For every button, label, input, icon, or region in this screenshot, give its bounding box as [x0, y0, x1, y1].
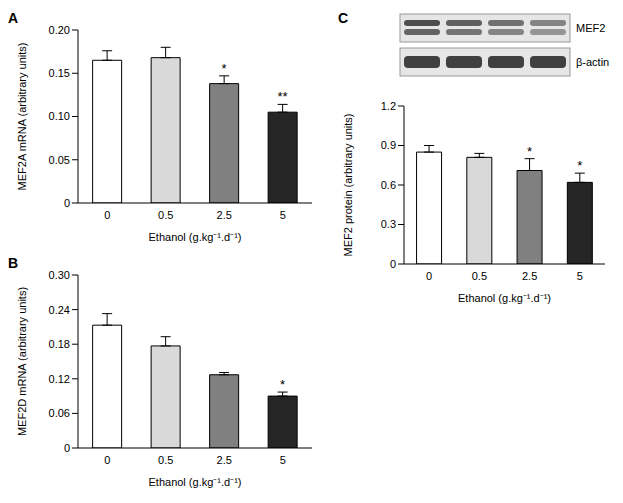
svg-text:Ethanol (g.kg⁻¹.d⁻¹): Ethanol (g.kg⁻¹.d⁻¹): [458, 292, 551, 304]
html-text:B: B: [8, 255, 19, 271]
svg-text:**: **: [278, 89, 288, 104]
svg-text:MEF2A mRNA (arbitrary units): MEF2A mRNA (arbitrary units): [16, 43, 28, 191]
svg-text:*: *: [577, 158, 582, 173]
svg-text:*: *: [527, 144, 532, 159]
html-text:C: C: [338, 10, 349, 26]
svg-text:5: 5: [280, 209, 286, 221]
svg-text:0.9: 0.9: [381, 139, 396, 151]
svg-text:0: 0: [104, 209, 110, 221]
svg-text:0.15: 0.15: [49, 67, 70, 79]
svg-text:Ethanol (g.kg⁻¹.d⁻¹): Ethanol (g.kg⁻¹.d⁻¹): [149, 476, 242, 488]
svg-text:0: 0: [64, 442, 70, 454]
svg-text:0.12: 0.12: [49, 373, 70, 385]
svg-text:Ethanol (g.kg⁻¹.d⁻¹): Ethanol (g.kg⁻¹.d⁻¹): [149, 231, 242, 243]
svg-text:β-actin: β-actin: [576, 56, 609, 68]
svg-text:MEF2: MEF2: [576, 22, 605, 34]
svg-text:0.6: 0.6: [381, 179, 396, 191]
svg-text:MEF2 protein (arbitrary units): MEF2 protein (arbitrary units): [342, 113, 354, 256]
svg-text:0.5: 0.5: [472, 270, 487, 282]
svg-text:*: *: [222, 61, 227, 76]
svg-text:0: 0: [64, 197, 70, 209]
svg-text:0.5: 0.5: [158, 454, 173, 466]
svg-text:0.24: 0.24: [49, 304, 70, 316]
svg-text:0.30: 0.30: [49, 269, 70, 281]
svg-text:MEF2D mRNA (arbitrary units): MEF2D mRNA (arbitrary units): [16, 287, 28, 436]
svg-text:0: 0: [426, 270, 432, 282]
svg-text:0.20: 0.20: [49, 24, 70, 36]
svg-text:0.10: 0.10: [49, 110, 70, 122]
html-text:A: A: [8, 10, 19, 26]
svg-text:2.5: 2.5: [217, 454, 232, 466]
svg-text:0: 0: [104, 454, 110, 466]
svg-text:1.2: 1.2: [381, 100, 396, 112]
svg-text:2.5: 2.5: [217, 209, 232, 221]
svg-text:0.5: 0.5: [158, 209, 173, 221]
svg-text:5: 5: [577, 270, 583, 282]
svg-text:0.3: 0.3: [381, 218, 396, 230]
svg-text:*: *: [280, 377, 285, 392]
svg-text:0: 0: [390, 258, 396, 270]
svg-text:0.05: 0.05: [49, 154, 70, 166]
svg-text:0.18: 0.18: [49, 338, 70, 350]
svg-text:2.5: 2.5: [522, 270, 537, 282]
svg-text:5: 5: [280, 454, 286, 466]
svg-text:0.06: 0.06: [49, 407, 70, 419]
